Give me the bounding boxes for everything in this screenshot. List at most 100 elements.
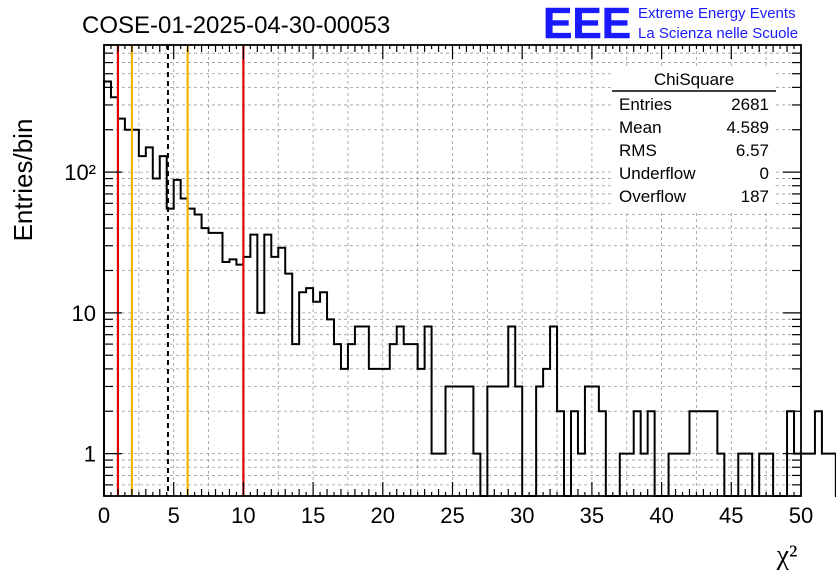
x-axis-label: χ²: [776, 540, 798, 571]
histogram-bin: [341, 369, 348, 496]
histogram-bin: [759, 454, 766, 496]
histogram-bin: [216, 233, 223, 496]
histogram-bin: [104, 82, 111, 496]
histogram-bin: [550, 327, 557, 496]
histogram-bin: [620, 454, 627, 496]
x-tick-label: 30: [510, 503, 534, 528]
histogram-bin: [459, 386, 466, 496]
histogram-bin: [299, 292, 306, 496]
histogram-bin: [738, 454, 745, 496]
histogram-bin: [766, 454, 773, 496]
x-tick-label: 10: [231, 503, 255, 528]
histogram-bin: [634, 411, 641, 496]
histogram-bin: [648, 411, 655, 496]
x-tick-label: 35: [580, 503, 604, 528]
histogram-bin: [494, 386, 501, 496]
histogram-bin: [453, 386, 460, 496]
stats-box-bg: [612, 66, 776, 211]
histogram-bin: [397, 327, 404, 496]
histogram-bin: [578, 454, 585, 496]
histogram-bin: [390, 344, 397, 496]
histogram-bin: [334, 344, 341, 496]
histogram-bin: [432, 454, 439, 496]
histogram-bin: [641, 454, 648, 496]
histogram-bin: [209, 233, 216, 496]
histogram-bin: [257, 313, 264, 496]
eee-logo: EEE Extreme Energy Events La Scienza nel…: [543, 0, 798, 48]
histogram-bin: [689, 411, 696, 496]
histogram-bin: [313, 302, 320, 496]
x-tick-label: 45: [719, 503, 743, 528]
histogram-bin: [703, 411, 710, 496]
histogram-bin: [822, 454, 829, 496]
histogram-bin: [229, 259, 236, 496]
histogram-bin: [599, 411, 606, 496]
y-axis-label: Entries/bin: [8, 119, 38, 242]
histogram-bin: [202, 228, 209, 496]
histogram-bin: [501, 386, 508, 496]
stats-entries-value: 2681: [731, 95, 769, 114]
histogram-bin: [536, 386, 543, 496]
histogram-bin: [515, 386, 522, 496]
histogram-bin: [717, 454, 724, 496]
histogram-bin: [508, 327, 515, 496]
stats-overflow-label: Overflow: [619, 187, 687, 206]
histogram-bin: [160, 156, 167, 496]
x-tick-label: 5: [168, 503, 180, 528]
histogram-bin: [327, 319, 334, 496]
stats-entries-label: Entries: [619, 95, 672, 114]
stats-underflow-value: 0: [760, 164, 769, 183]
histogram-bin: [348, 344, 355, 496]
histogram-bin: [801, 454, 808, 496]
histogram-bin: [473, 454, 480, 496]
axes: 0 5 10 15 20 25 30 35 40 45 50 1 10 10²: [64, 44, 813, 528]
histogram-bin: [362, 327, 369, 496]
y-tick-label: 1: [84, 442, 96, 467]
histogram-bin: [146, 147, 153, 496]
histogram-bin: [320, 292, 327, 496]
stats-mean-value: 4.589: [726, 118, 769, 137]
histogram-bin: [153, 179, 160, 496]
x-tick-label: 15: [301, 503, 325, 528]
histogram-bin: [222, 262, 229, 496]
histogram-bin: [592, 386, 599, 496]
stats-mean-label: Mean: [619, 118, 662, 137]
histogram-bin: [264, 235, 271, 496]
histogram-bin: [466, 386, 473, 496]
histogram-bin: [676, 454, 683, 496]
x-tick-label: 50: [789, 503, 813, 528]
histogram-bin: [487, 386, 494, 496]
x-tick-label: 0: [98, 503, 110, 528]
stats-underflow-label: Underflow: [619, 164, 696, 183]
histogram-bin: [585, 386, 592, 496]
histogram-bin: [425, 327, 432, 496]
histogram-bin: [669, 454, 676, 496]
reference-lines: [116, 45, 245, 496]
y-tick-label: 10²: [64, 160, 96, 185]
logo-mark: EEE: [543, 0, 631, 48]
x-tick-label: 25: [440, 503, 464, 528]
histogram-bin: [710, 411, 717, 496]
stats-box-title: ChiSquare: [654, 70, 734, 89]
histogram-bin: [250, 235, 257, 496]
stats-rms-value: 6.57: [736, 141, 769, 160]
histogram-bin: [557, 411, 564, 496]
histogram-bin: [355, 327, 362, 496]
chart-title: COSE-01-2025-04-30-00053: [82, 12, 390, 39]
histogram-bin: [571, 411, 578, 496]
histogram-bin: [369, 369, 376, 496]
histogram-bin: [829, 454, 836, 496]
histogram-bin: [376, 369, 383, 496]
histogram-bin: [627, 454, 634, 496]
histogram-bin: [278, 248, 285, 496]
histogram-bin: [745, 454, 752, 496]
y-tick-label: 10: [72, 301, 96, 326]
stats-overflow-value: 187: [741, 187, 769, 206]
logo-line-1: Extreme Energy Events: [638, 5, 796, 22]
grid-lines: [104, 45, 801, 496]
histogram-bin: [439, 454, 446, 496]
histogram-bin: [174, 180, 181, 496]
stats-rms-label: RMS: [619, 141, 657, 160]
histogram-bin: [815, 411, 822, 496]
